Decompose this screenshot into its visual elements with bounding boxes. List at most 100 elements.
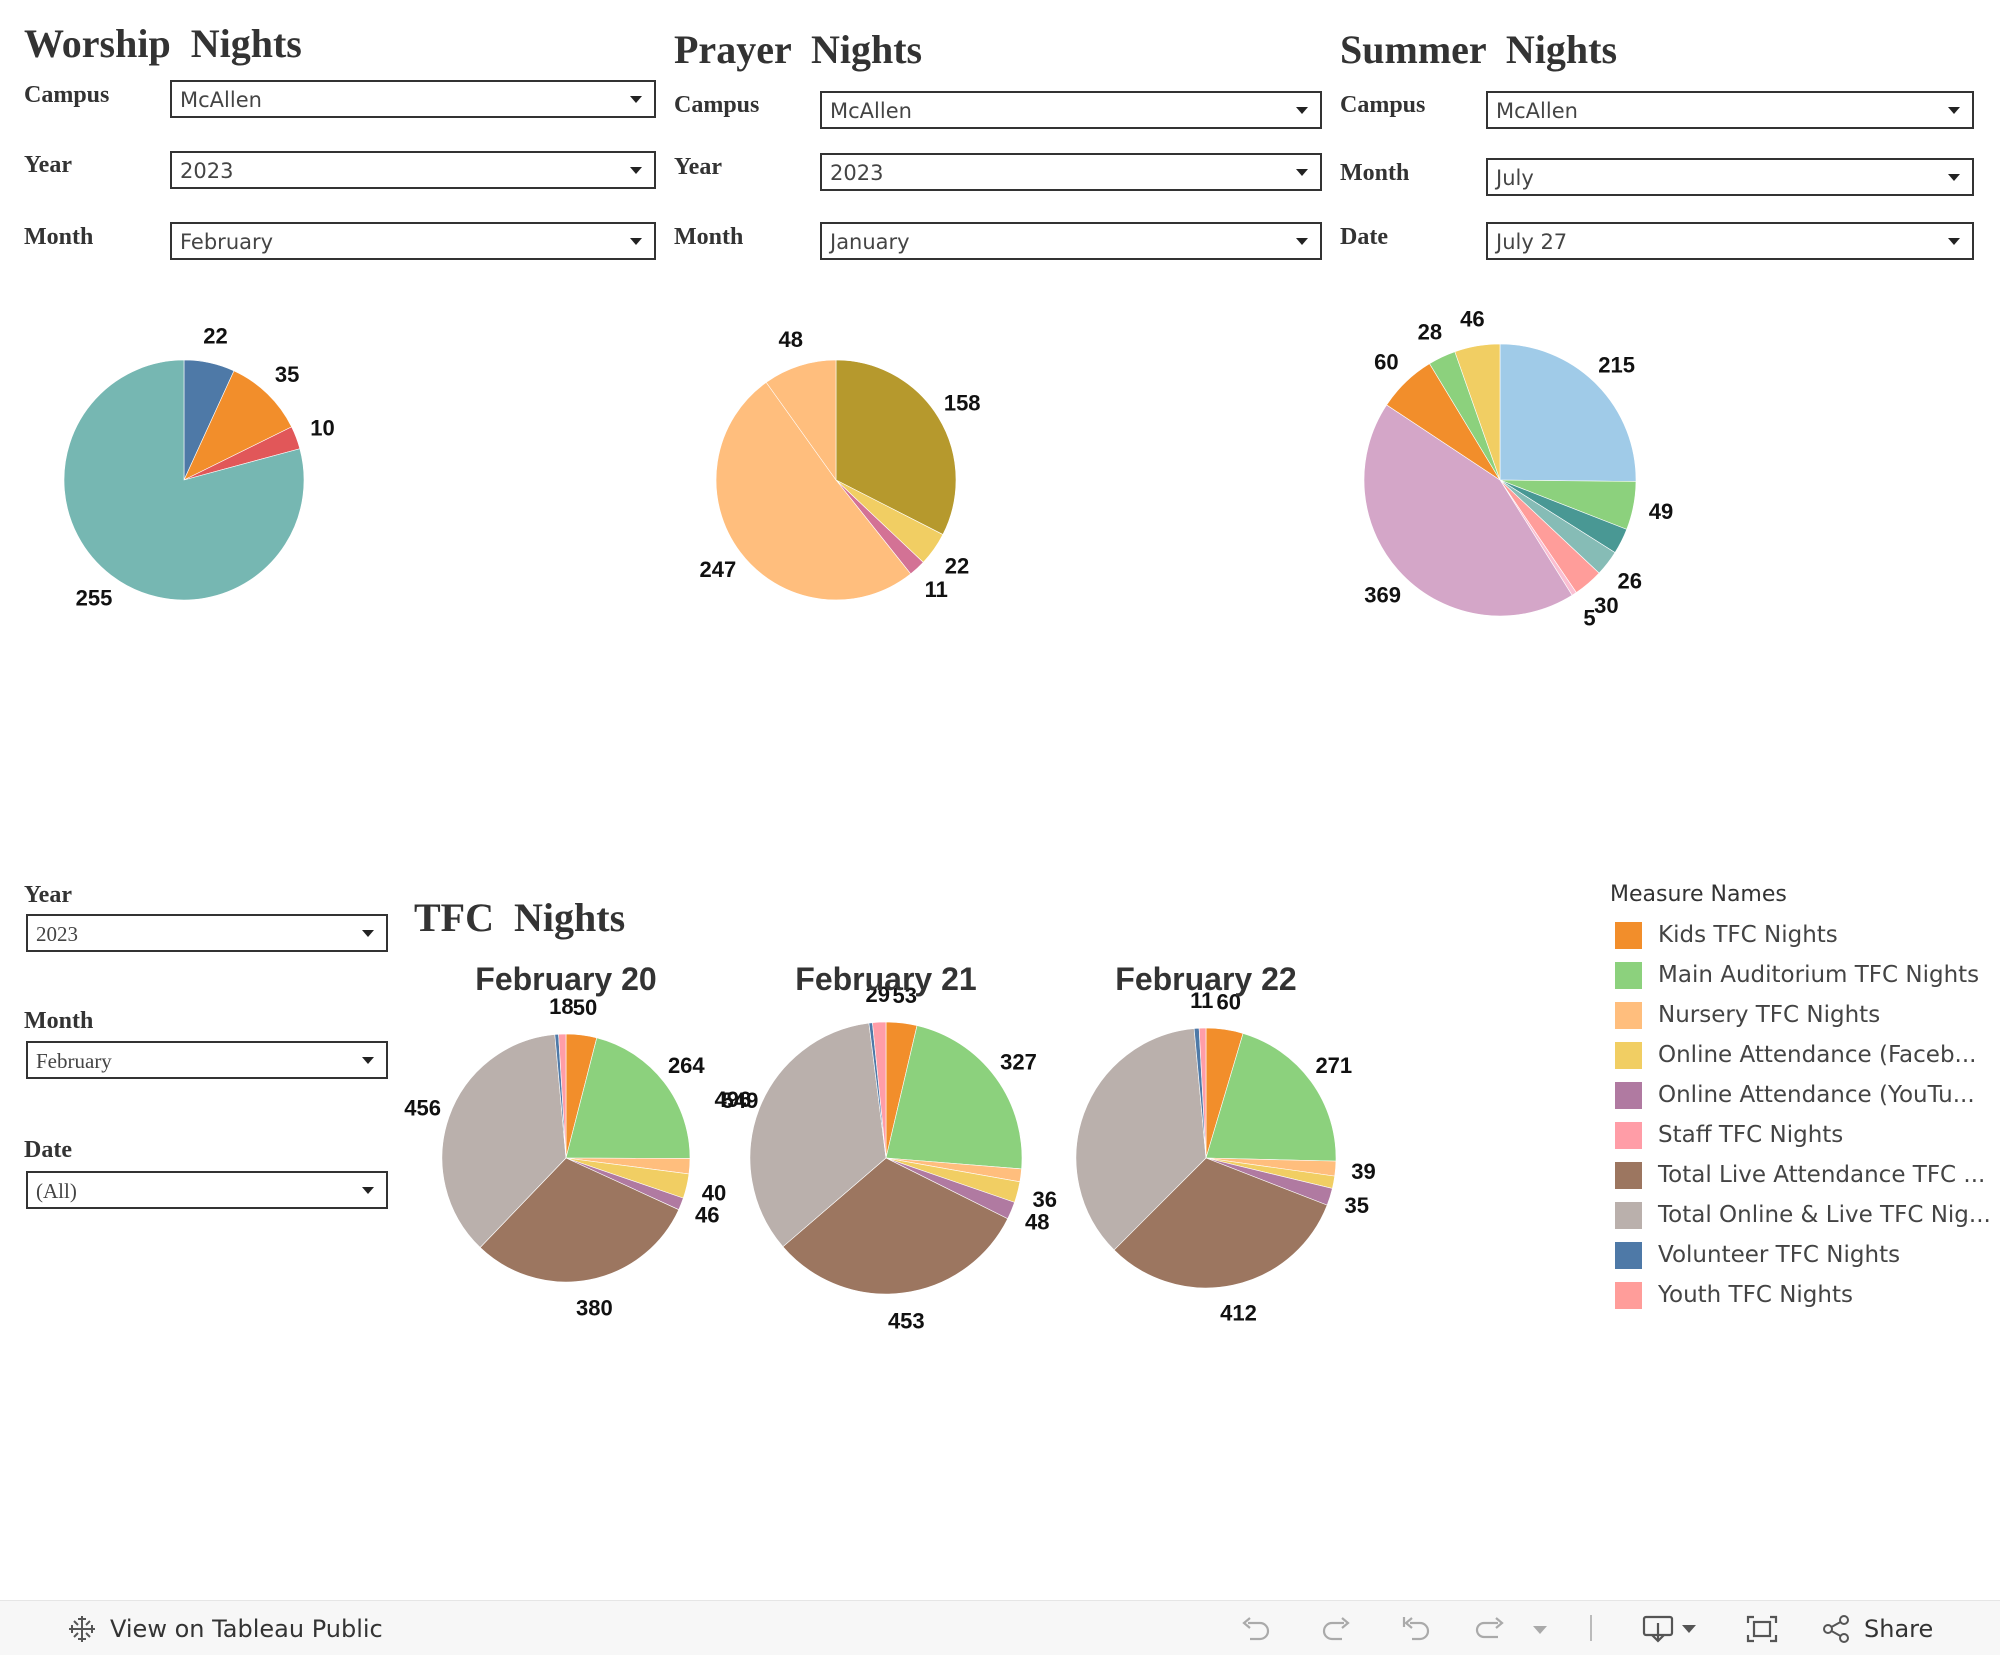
- pie-data-label: 18: [549, 994, 573, 1019]
- pie-data-label: 50: [573, 995, 597, 1020]
- tfc-date-dropdown[interactable]: (All): [26, 1171, 388, 1209]
- pie-data-label: 22: [203, 323, 227, 348]
- summer-month-value: July: [1496, 166, 1534, 190]
- pie-slice[interactable]: [765, 359, 837, 481]
- chevron-down-icon: [630, 96, 642, 103]
- tfc-month-value: February: [36, 1049, 112, 1073]
- summer-campus-value: McAllen: [1496, 99, 1578, 123]
- prayer-year-label: Year: [674, 154, 722, 180]
- worship-month-dropdown[interactable]: February: [170, 222, 656, 260]
- share-icon: [1823, 1615, 1849, 1643]
- legend-label: Kids TFC Nights: [1658, 922, 1838, 948]
- pie-data-label: 60: [1374, 350, 1398, 375]
- pie-data-label: 53: [893, 983, 917, 1008]
- summer-date-value: July 27: [1496, 230, 1568, 254]
- pie-slice[interactable]: [479, 1157, 680, 1283]
- pie-slice[interactable]: [565, 1037, 691, 1159]
- pie-slice[interactable]: [441, 1034, 567, 1248]
- refresh-icon[interactable]: [1470, 1613, 1510, 1645]
- share-label: Share: [1864, 1615, 1934, 1643]
- legend-label: Online Attendance (Faceb...: [1658, 1042, 1977, 1068]
- prayer-month-value: January: [830, 230, 910, 254]
- summer-date-dropdown[interactable]: July 27: [1486, 222, 1974, 260]
- chevron-down-icon: [362, 1187, 374, 1194]
- chevron-down-icon[interactable]: [1530, 1623, 1550, 1637]
- pie-data-label: 39: [1351, 1159, 1375, 1184]
- fullscreen-icon[interactable]: [1744, 1613, 1780, 1645]
- tfc-year-dropdown[interactable]: 2023: [26, 914, 388, 952]
- pie-slice[interactable]: [1075, 1028, 1207, 1251]
- worship-campus-dropdown[interactable]: McAllen: [170, 80, 656, 118]
- pie-slice[interactable]: [63, 359, 305, 601]
- share-button[interactable]: Share: [1818, 1601, 1958, 1655]
- chevron-down-icon: [630, 167, 642, 174]
- redo-icon[interactable]: [1316, 1613, 1356, 1645]
- worship-month-value: February: [180, 230, 274, 254]
- worship-month-label: Month: [24, 224, 94, 250]
- summer-date-label: Date: [1340, 224, 1388, 250]
- pie-slice[interactable]: [835, 359, 957, 535]
- legend-title: Measure Names: [1610, 882, 1787, 907]
- pie-slice[interactable]: [715, 381, 912, 601]
- legend-label: Total Live Attendance TFC ...: [1658, 1162, 1986, 1188]
- pie-title: February 22: [1115, 961, 1296, 997]
- worship-year-dropdown[interactable]: 2023: [170, 151, 656, 189]
- view-on-tableau-label: View on Tableau Public: [110, 1615, 383, 1643]
- legend-label: Youth TFC Nights: [1658, 1282, 1853, 1308]
- revert-icon[interactable]: [1396, 1613, 1436, 1645]
- pie-slice[interactable]: [1499, 343, 1637, 482]
- pie-data-label: 380: [576, 1295, 613, 1320]
- pie-slice[interactable]: [885, 1025, 1023, 1170]
- pie-slice[interactable]: [749, 1022, 887, 1248]
- prayer-year-dropdown[interactable]: 2023: [820, 153, 1322, 191]
- pie-data-label: 264: [668, 1053, 705, 1078]
- summer-month-dropdown[interactable]: July: [1486, 158, 1974, 196]
- pie-data-label: 35: [1345, 1193, 1369, 1218]
- prayer-campus-label: Campus: [674, 92, 760, 118]
- pie-data-label: 369: [1364, 583, 1401, 608]
- summer-title: Summer Nights: [1340, 27, 1618, 72]
- legend-swatch: [1615, 1282, 1642, 1309]
- legend-swatch: [1615, 1242, 1642, 1269]
- tfc-year-label: Year: [24, 882, 72, 908]
- pie-slice[interactable]: [1454, 343, 1501, 481]
- pie-slice[interactable]: [1363, 404, 1573, 617]
- pie-slice[interactable]: [1205, 1033, 1337, 1162]
- tfc-date-value: (All): [36, 1179, 77, 1203]
- pie-data-label: 28: [1418, 320, 1442, 345]
- download-icon[interactable]: [1640, 1613, 1700, 1645]
- chevron-down-icon: [1296, 107, 1308, 114]
- pie-data-label: 26: [1617, 568, 1641, 593]
- pie-slice[interactable]: [872, 1021, 887, 1159]
- pie-slice[interactable]: [558, 1033, 567, 1159]
- pie-data-label: 255: [76, 586, 113, 611]
- worship-campus-value: McAllen: [180, 88, 262, 112]
- chevron-down-icon: [362, 1057, 374, 1064]
- summer-campus-dropdown[interactable]: McAllen: [1486, 91, 1974, 129]
- undo-icon[interactable]: [1236, 1613, 1276, 1645]
- worship-title: Worship Nights: [24, 21, 302, 66]
- legend-label: Staff TFC Nights: [1658, 1122, 1844, 1148]
- pie-slice[interactable]: [782, 1157, 1009, 1295]
- pie-data-label: 327: [1000, 1049, 1037, 1074]
- pie-data-label: 5: [1583, 605, 1595, 630]
- tfc-month-label: Month: [24, 1008, 94, 1034]
- pie-data-label: 271: [1315, 1053, 1352, 1078]
- tfc-title: TFC Nights: [414, 895, 626, 940]
- legend-label: Volunteer TFC Nights: [1658, 1242, 1901, 1268]
- chevron-down-icon: [1296, 169, 1308, 176]
- prayer-campus-dropdown[interactable]: McAllen: [820, 91, 1322, 129]
- worship-year-value: 2023: [180, 159, 234, 183]
- tfc-month-dropdown[interactable]: February: [26, 1041, 388, 1079]
- pie-slice[interactable]: [1198, 1027, 1207, 1159]
- prayer-month-dropdown[interactable]: January: [820, 222, 1322, 260]
- pie-data-label: 35: [275, 362, 299, 387]
- legend-swatch: [1615, 1162, 1642, 1189]
- charts-canvas: 2235102551582211247482154926305369602846…: [63, 306, 1673, 1334]
- pie-slice[interactable]: [183, 370, 293, 481]
- pie-data-label: 30: [1594, 593, 1618, 618]
- view-on-tableau-button[interactable]: View on Tableau Public: [60, 1601, 383, 1655]
- pie-slice[interactable]: [1113, 1157, 1328, 1289]
